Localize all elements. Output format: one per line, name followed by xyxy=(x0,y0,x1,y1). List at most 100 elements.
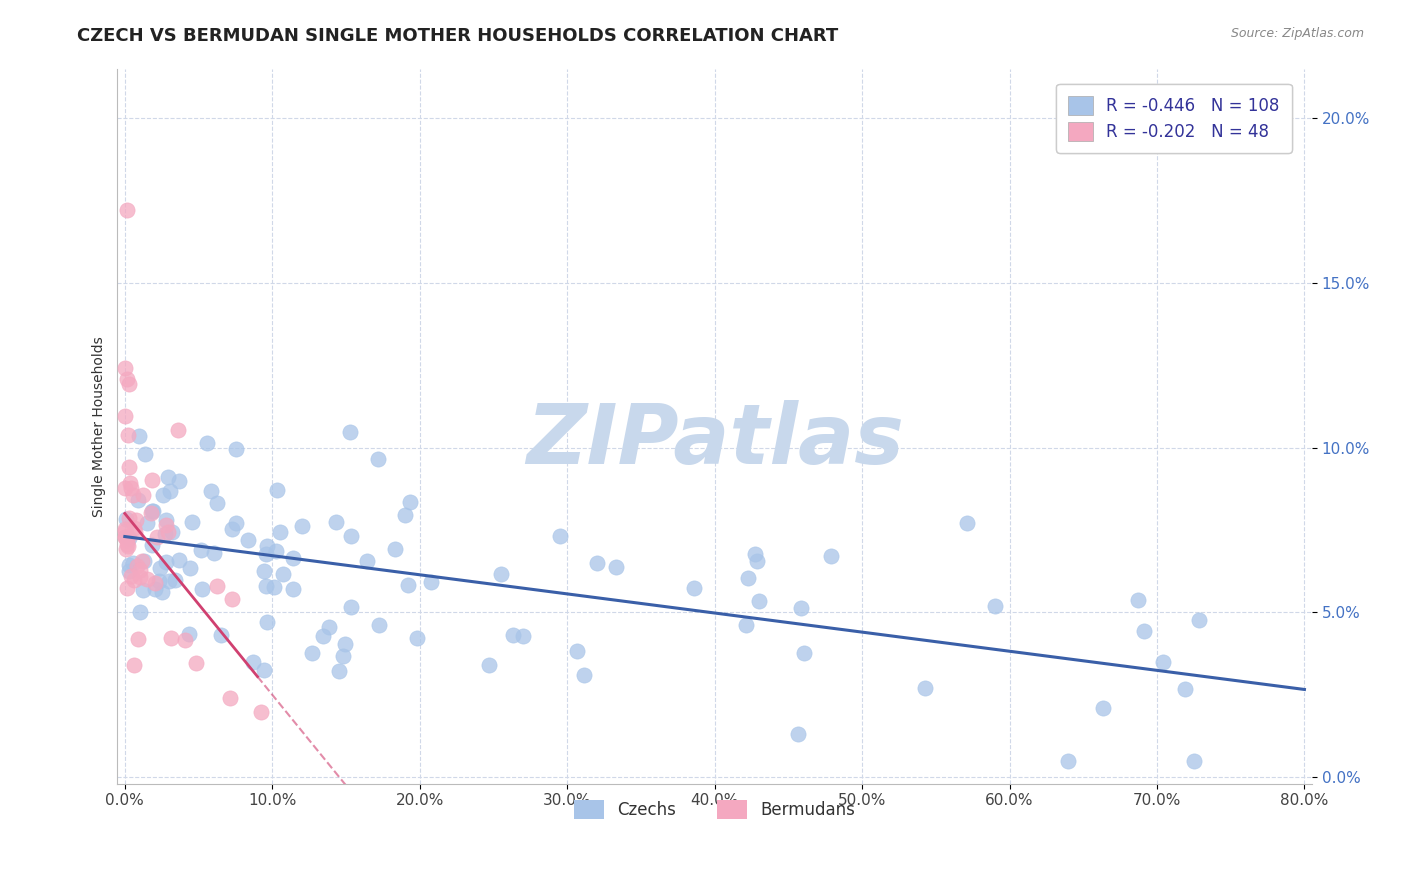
Czechs xyxy=(683,581,706,595)
Text: CZECH VS BERMUDAN SINGLE MOTHER HOUSEHOLDS CORRELATION CHART: CZECH VS BERMUDAN SINGLE MOTHER HOUSEHOL… xyxy=(77,27,838,45)
Bermudans xyxy=(155,517,177,532)
Czechs xyxy=(956,516,979,531)
Czechs xyxy=(155,555,177,569)
Czechs xyxy=(1188,613,1211,627)
Bermudans xyxy=(114,542,136,557)
Czechs xyxy=(1057,754,1080,768)
Y-axis label: Single Mother Households: Single Mother Households xyxy=(93,335,107,516)
Bermudans xyxy=(129,570,152,584)
Czechs xyxy=(209,627,232,641)
Bermudans xyxy=(114,361,136,376)
Czechs xyxy=(152,488,174,502)
Czechs xyxy=(141,538,163,552)
Bermudans xyxy=(128,563,150,577)
Czechs xyxy=(328,664,350,678)
Czechs xyxy=(202,546,225,560)
Czechs xyxy=(567,644,589,658)
Czechs xyxy=(984,599,1007,613)
Czechs xyxy=(384,542,406,557)
Bermudans xyxy=(117,537,139,551)
Czechs xyxy=(179,561,201,575)
Bermudans xyxy=(117,511,139,525)
Bermudans xyxy=(141,474,163,488)
Czechs xyxy=(271,567,294,582)
Czechs xyxy=(512,629,534,643)
Czechs xyxy=(149,561,172,575)
Czechs xyxy=(748,594,770,608)
Bermudans xyxy=(186,657,208,671)
Czechs xyxy=(153,527,176,541)
Czechs xyxy=(142,504,165,518)
Bermudans xyxy=(141,506,163,520)
Czechs xyxy=(269,525,291,540)
Bermudans xyxy=(131,554,153,568)
Czechs xyxy=(301,646,323,660)
Czechs xyxy=(159,483,181,498)
Bermudans xyxy=(118,377,141,392)
Czechs xyxy=(254,547,277,561)
Text: Source: ZipAtlas.com: Source: ZipAtlas.com xyxy=(1230,27,1364,40)
Czechs xyxy=(157,470,180,484)
Czechs xyxy=(478,658,501,673)
Czechs xyxy=(148,574,170,588)
Bermudans xyxy=(124,524,146,539)
Czechs xyxy=(356,554,378,568)
Bermudans xyxy=(114,524,136,538)
Bermudans xyxy=(218,691,240,706)
Czechs xyxy=(177,626,200,640)
Czechs xyxy=(335,637,357,651)
Czechs xyxy=(737,571,759,585)
Czechs xyxy=(787,727,810,741)
Czechs xyxy=(332,648,354,663)
Bermudans xyxy=(114,481,136,495)
Czechs xyxy=(399,495,422,509)
Bermudans xyxy=(145,530,167,544)
Bermudans xyxy=(132,488,155,502)
Czechs xyxy=(225,516,247,530)
Czechs xyxy=(735,618,758,632)
Bermudans xyxy=(117,427,139,442)
Czechs xyxy=(263,580,285,594)
Czechs xyxy=(150,584,173,599)
Bermudans xyxy=(122,573,145,587)
Czechs xyxy=(1126,593,1149,607)
Czechs xyxy=(205,496,228,510)
Czechs xyxy=(368,617,391,632)
Czechs xyxy=(1152,656,1174,670)
Czechs xyxy=(572,667,595,681)
Czechs xyxy=(405,631,427,645)
Czechs xyxy=(157,574,180,588)
Czechs xyxy=(283,550,305,565)
Czechs xyxy=(191,582,214,596)
Czechs xyxy=(793,646,815,660)
Czechs xyxy=(134,448,156,462)
Bermudans xyxy=(125,558,148,573)
Czechs xyxy=(1182,754,1205,768)
Czechs xyxy=(195,436,218,450)
Bermudans xyxy=(114,409,136,423)
Bermudans xyxy=(174,633,197,648)
Czechs xyxy=(914,681,936,696)
Bermudans xyxy=(135,572,157,586)
Czechs xyxy=(136,516,159,530)
Bermudans xyxy=(114,522,136,536)
Czechs xyxy=(132,553,155,567)
Czechs xyxy=(118,558,141,573)
Czechs xyxy=(221,522,243,536)
Czechs xyxy=(339,425,361,439)
Czechs xyxy=(254,579,277,593)
Czechs xyxy=(820,549,842,563)
Czechs xyxy=(163,573,186,587)
Czechs xyxy=(200,483,222,498)
Bermudans xyxy=(120,569,142,583)
Czechs xyxy=(548,529,571,543)
Czechs xyxy=(122,556,145,570)
Czechs xyxy=(1092,701,1115,715)
Bermudans xyxy=(221,591,243,606)
Czechs xyxy=(160,524,183,539)
Czechs xyxy=(502,628,524,642)
Czechs xyxy=(143,582,166,597)
Czechs xyxy=(132,583,155,598)
Czechs xyxy=(489,566,512,581)
Bermudans xyxy=(143,576,166,591)
